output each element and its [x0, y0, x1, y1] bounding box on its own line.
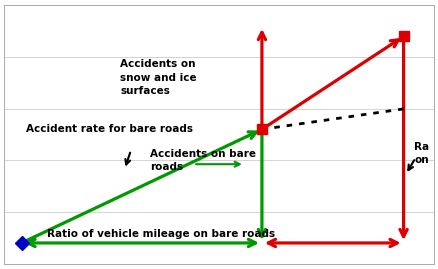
Text: Ra
on: Ra on — [414, 142, 429, 165]
Text: Accidents on bare
roads: Accidents on bare roads — [150, 149, 256, 172]
Text: Accident rate for bare roads: Accident rate for bare roads — [26, 124, 193, 134]
Text: Ratio of vehicle mileage on bare roads: Ratio of vehicle mileage on bare roads — [47, 229, 276, 239]
Text: Accidents on
snow and ice
surfaces: Accidents on snow and ice surfaces — [120, 59, 197, 96]
